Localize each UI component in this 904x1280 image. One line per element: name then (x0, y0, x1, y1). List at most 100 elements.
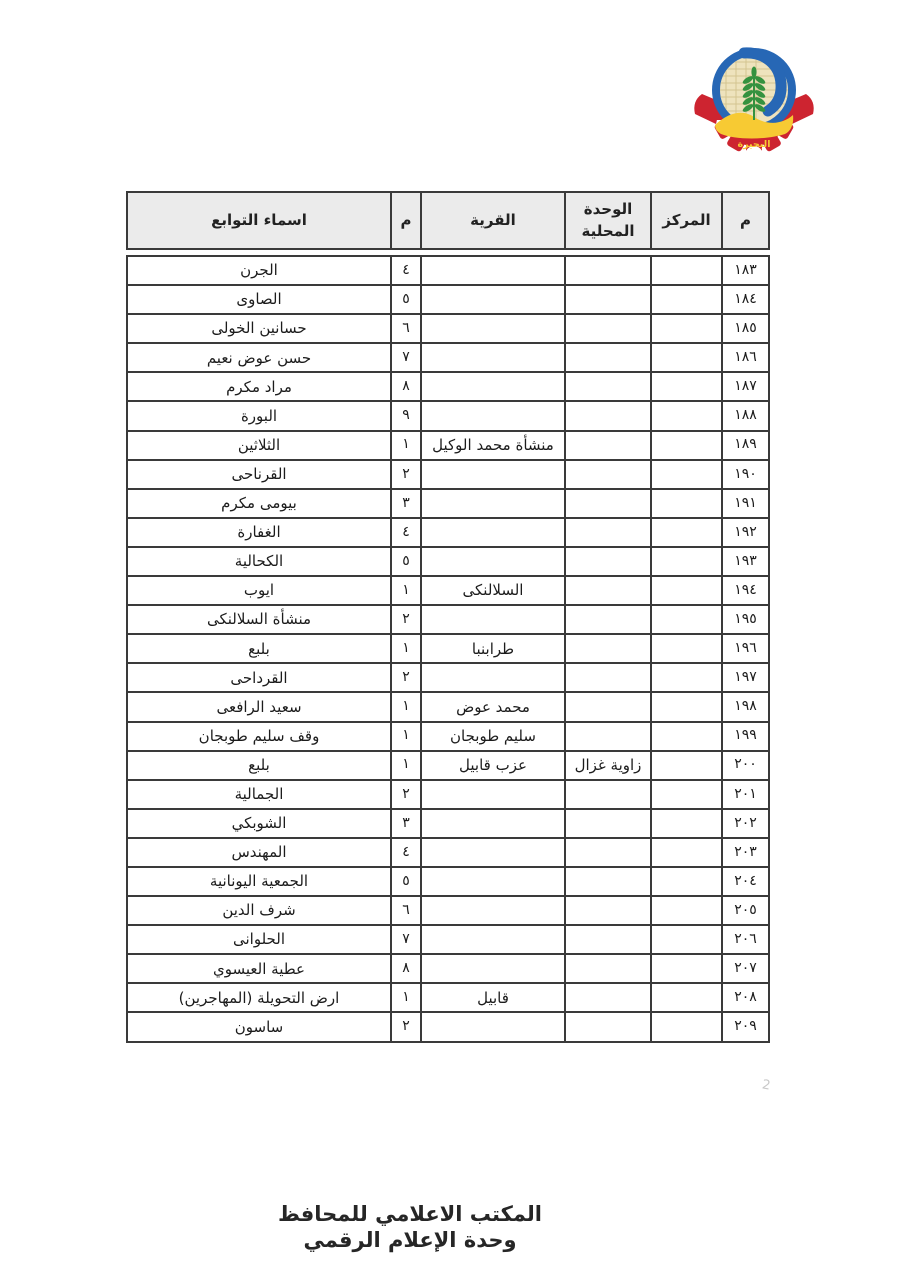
cell-markaz (650, 720, 723, 752)
cell-num: ٩ (390, 400, 422, 432)
cell-wehda (564, 633, 652, 665)
cell-serial: ١٩٢ (721, 516, 770, 548)
cell-wehda (564, 487, 652, 519)
table-row: ١٩١ ٣ بيومى مكرم (126, 487, 770, 519)
cell-tawabe3: حسانين الخولى (126, 313, 392, 345)
cell-tawabe3: القرداحى (126, 662, 392, 694)
cell-wehda (564, 254, 652, 287)
table-row: ١٩٥ ٢ منشأة السلالنكى (126, 604, 770, 636)
cell-serial: ١٨٣ (721, 254, 770, 287)
cell-qarya: محمد عوض (420, 691, 566, 723)
table-row: ١٨٦ ٧ حسن عوض نعيم (126, 342, 770, 374)
cell-tawabe3: عطية العيسوي (126, 953, 392, 985)
cell-tawabe3: الجمالية (126, 778, 392, 810)
lake-shape (715, 112, 794, 139)
cell-tawabe3: القرناحى (126, 458, 392, 490)
table-row: ١٨٣ ٤ الجرن (126, 254, 770, 287)
cell-num: ١ (390, 429, 422, 461)
cell-markaz (650, 749, 723, 781)
cell-tawabe3: الكحالية (126, 545, 392, 578)
cell-wehda (564, 342, 652, 374)
cell-qarya (420, 371, 566, 403)
table-row: ١٨٨ ٩ البورة (126, 400, 770, 432)
beheira-governorate-logo: البحيرة (688, 40, 820, 164)
page-footer: المكتب الاعلامي للمحافظ وحدة الإعلام الر… (200, 1201, 620, 1254)
cell-qarya (420, 604, 566, 636)
cell-wehda (564, 691, 652, 723)
table-row: ٢٠٢ ٣ الشوبكي (126, 807, 770, 839)
cell-num: ٧ (390, 924, 422, 956)
cell-markaz (650, 691, 723, 723)
column-header-tawabe3: اسماء التوابع (126, 191, 392, 250)
cell-tawabe3: سعيد الرافعى (126, 691, 392, 723)
cell-qarya: السلالنكى (420, 575, 566, 607)
cell-tawabe3: ساسون (126, 1011, 392, 1043)
cell-wehda (564, 371, 652, 403)
cell-serial: ١٩١ (721, 487, 770, 519)
cell-wehda (564, 284, 652, 316)
cell-qarya (420, 924, 566, 956)
wheat-icon (742, 66, 766, 120)
cell-qarya: عزب قابيل (420, 749, 566, 781)
cell-wehda (564, 516, 652, 548)
cell-tawabe3: الثلاثين (126, 429, 392, 461)
cell-markaz (650, 487, 723, 519)
cell-qarya (420, 807, 566, 839)
cell-markaz (650, 313, 723, 345)
table-row: ٢٠٤ ٥ الجمعية اليونانية (126, 865, 770, 898)
column-header-markaz: المركز (650, 191, 723, 250)
cell-tawabe3: مراد مكرم (126, 371, 392, 403)
cell-num: ٦ (390, 895, 422, 927)
cell-qarya (420, 778, 566, 810)
cell-num: ٢ (390, 662, 422, 694)
cell-num: ٢ (390, 604, 422, 636)
cell-serial: ١٩٣ (721, 545, 770, 578)
cell-wehda (564, 545, 652, 578)
cell-markaz (650, 429, 723, 461)
cell-markaz (650, 924, 723, 956)
cell-serial: ٢٠٢ (721, 807, 770, 839)
cell-serial: ١٨٦ (721, 342, 770, 374)
cell-num: ١ (390, 691, 422, 723)
table-row: ٢٠٦ ٧ الحلوانى (126, 924, 770, 956)
cell-wehda (564, 836, 652, 868)
cell-serial: ١٩٧ (721, 662, 770, 694)
cell-tawabe3: بلبع (126, 633, 392, 665)
cell-qarya (420, 662, 566, 694)
cell-num: ٢ (390, 458, 422, 490)
cell-wehda (564, 662, 652, 694)
cell-serial: ٢٠١ (721, 778, 770, 810)
table-row: ٢٠٥ ٦ شرف الدين (126, 895, 770, 927)
cell-num: ٤ (390, 836, 422, 868)
cell-num: ٥ (390, 284, 422, 316)
cell-serial: ١٩٦ (721, 633, 770, 665)
cell-tawabe3: شرف الدين (126, 895, 392, 927)
table-row: ١٩٣ ٥ الكحالية (126, 545, 770, 578)
cell-markaz (650, 1011, 723, 1043)
cell-wehda (564, 807, 652, 839)
cell-num: ٧ (390, 342, 422, 374)
table-row: ١٨٩ منشأة محمد الوكيل ١ الثلاثين (126, 429, 770, 461)
cell-wehda (564, 953, 652, 985)
cell-serial: ١٩٤ (721, 575, 770, 607)
cell-num: ١ (390, 982, 422, 1014)
table-row: ١٨٥ ٦ حسانين الخولى (126, 313, 770, 345)
table-header: م المركز الوحدة المحلية القرية م اسماء التواب… (126, 191, 770, 250)
footer-line-2: وحدة الإعلام الرقمي (303, 1228, 517, 1253)
cell-markaz (650, 662, 723, 694)
cell-serial: ١٨٤ (721, 284, 770, 316)
table-row: ١٩٧ ٢ القرداحى (126, 662, 770, 694)
cell-markaz (650, 604, 723, 636)
cell-wehda (564, 982, 652, 1014)
table-row: ٢٠١ ٢ الجمالية (126, 778, 770, 810)
cell-qarya (420, 313, 566, 345)
table-row: ٢٠٨ قابيل ١ ارض التحويلة (المهاجرين) (126, 982, 770, 1014)
footer-line-1: المكتب الاعلامي للمحافظ (278, 1202, 542, 1226)
cell-serial: ١٩٠ (721, 458, 770, 490)
cell-markaz (650, 284, 723, 316)
cell-num: ٣ (390, 487, 422, 519)
cell-wehda (564, 720, 652, 752)
cell-num: ٤ (390, 516, 422, 548)
cell-num: ٥ (390, 865, 422, 898)
cell-serial: ١٩٩ (721, 720, 770, 752)
